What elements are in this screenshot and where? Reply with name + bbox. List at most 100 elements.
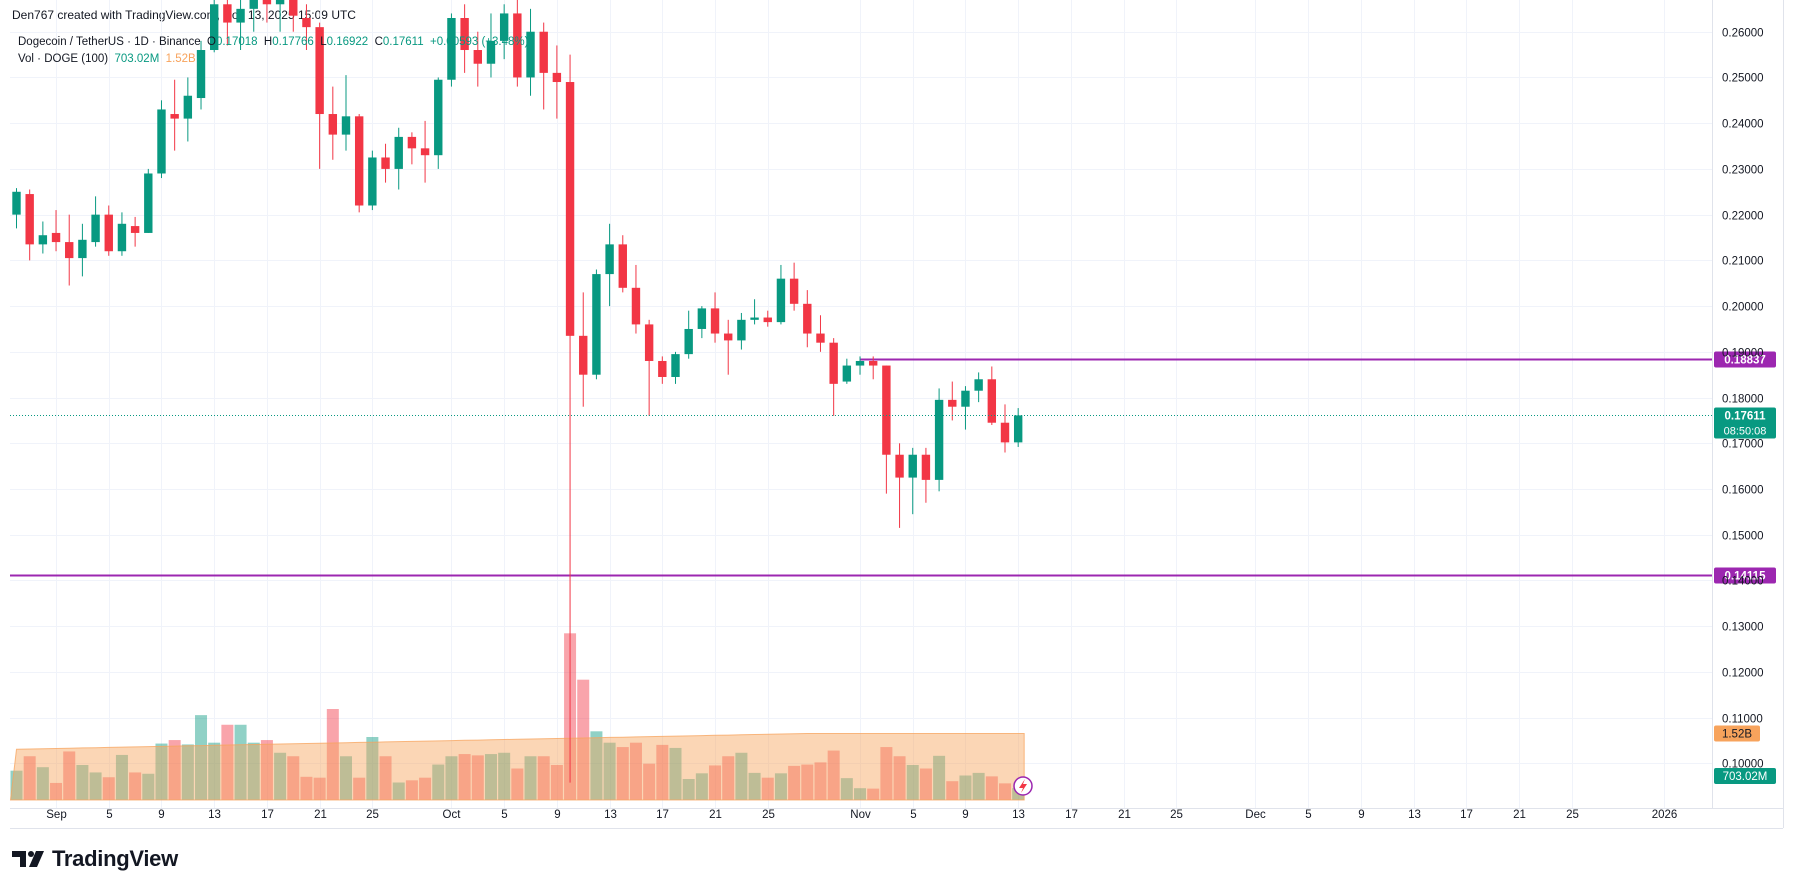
y-tick-label: 0.15000: [1722, 531, 1764, 543]
candle-body: [842, 365, 852, 382]
candle-body: [921, 454, 931, 480]
x-tick-label: 13: [208, 809, 221, 821]
tradingview-logo-icon: [12, 851, 44, 867]
close-value: 0.17611: [382, 36, 424, 48]
volume-bar: [498, 752, 511, 800]
open-value: 0.17018: [215, 36, 258, 48]
x-tick-label: 5: [910, 809, 916, 821]
volume-bar: [919, 768, 932, 800]
level-price-label: 0.18837: [1724, 355, 1766, 367]
tradingview-logo-text: TradingView: [52, 846, 178, 871]
candle-body: [130, 226, 140, 233]
candle-body: [38, 235, 48, 245]
volume-bar: [260, 740, 273, 800]
y-tick-label: 0.17000: [1722, 439, 1764, 451]
attribution-text: Den767 created with TradingView.com, Nov…: [12, 8, 356, 22]
volume-ma-line: [9, 733, 1025, 801]
price-axis[interactable]: 0.26000 0.25000 0.24000 0.23000 0.22000 0.210…: [1712, 0, 1784, 828]
volume-bar: [748, 772, 761, 800]
y-tick-label: 0.11000: [1722, 714, 1763, 726]
candles[interactable]: [12, 0, 1023, 783]
volume-bar: [221, 724, 234, 800]
low-value: 0.16922: [326, 36, 369, 48]
attribution-bar: Den767 created with TradingView.com, Nov…: [0, 0, 1793, 28]
candle-body: [262, 0, 272, 5]
volume-ma-label: 1.52B: [1722, 729, 1752, 741]
candle-body: [183, 95, 193, 119]
volume-bar: [366, 737, 379, 800]
level-price-label: 0.14115: [1725, 571, 1767, 583]
volume-bar: [880, 747, 893, 800]
symbol-name[interactable]: Dogecoin / TetherUS · 1D · Binance: [18, 36, 201, 48]
candle-body: [315, 27, 324, 115]
volume-value: 703.02M: [114, 53, 160, 65]
candle-body: [763, 317, 772, 323]
volume-bar: [36, 767, 49, 800]
y-tick-label: 0.12000: [1722, 668, 1764, 680]
volume-bar: [524, 756, 537, 800]
candle-body: [565, 82, 575, 336]
horizontal-levels[interactable]: 0.18837 0.14115: [10, 351, 1776, 584]
volume-ma-tag: [1714, 725, 1760, 742]
volume-bar: [458, 754, 471, 800]
volume-bar: [959, 775, 972, 800]
candle-body: [631, 287, 641, 325]
candle-body: [210, 4, 219, 51]
candle-body: [776, 278, 786, 323]
x-tick-label: 17: [261, 809, 274, 821]
x-tick-label: 9: [962, 809, 968, 821]
candle-body: [275, 0, 285, 5]
volume-bar: [788, 765, 801, 800]
candle-body: [1000, 422, 1010, 443]
volume-bar: [682, 779, 695, 800]
level-price-tag: [1714, 351, 1776, 368]
volume-bar: [840, 778, 853, 800]
volume-bar: [392, 782, 405, 800]
countdown-label: 08:50:08: [1724, 426, 1767, 438]
x-tick-label: Sep: [46, 809, 66, 821]
volume-bar: [471, 755, 484, 800]
volume-bar: [629, 742, 642, 800]
x-tick-label: 21: [1513, 809, 1526, 821]
volume-bar: [287, 756, 300, 800]
volume-bar: [669, 747, 682, 800]
time-axis[interactable]: Sep 5 9 13 17 21 25 Oct 5 9 13 17 21 25 Nov 5 9 13 17 21 25 D…: [10, 808, 1783, 829]
x-tick-label: 2026: [1652, 809, 1678, 821]
volume-bar: [603, 742, 616, 800]
candle-body: [341, 116, 351, 135]
volume-bar: [867, 788, 880, 800]
volume-bar: [76, 765, 89, 800]
y-tick-label: 0.22000: [1722, 211, 1764, 223]
x-tick-label: 17: [656, 809, 669, 821]
candle-body: [644, 324, 654, 361]
tradingview-logo[interactable]: TradingView: [12, 846, 178, 872]
x-tick-label: 25: [1170, 809, 1183, 821]
x-tick-label: 9: [1358, 809, 1364, 821]
candle-body: [460, 18, 469, 51]
x-tick-label: 25: [366, 809, 379, 821]
volume-legend[interactable]: Vol · DOGE (100) 703.02M 1.52B: [18, 53, 196, 65]
volume-bar: [722, 756, 735, 800]
y-tick-label: 0.20000: [1722, 302, 1764, 314]
volume-bar: [63, 751, 76, 800]
candle-body: [855, 360, 865, 366]
candle-body: [157, 109, 166, 174]
x-tick-label: 17: [1065, 809, 1078, 821]
y-tick-label: 0.23000: [1722, 165, 1764, 177]
last-price-tag: [1714, 407, 1776, 439]
candle-body: [737, 319, 746, 341]
candlestick-chart[interactable]: 0.18837 0.14115 0.26000 0.25000 0.24000 0.23…: [0, 0, 1793, 840]
candle-body: [447, 18, 456, 80]
candle-body: [539, 31, 548, 73]
x-tick-label: Oct: [443, 809, 462, 821]
lightning-icon[interactable]: [1013, 776, 1033, 796]
volume-bar: [906, 765, 919, 800]
symbol-legend[interactable]: Dogecoin / TetherUS · 1D · Binance O0.17…: [18, 36, 528, 48]
volume-label[interactable]: Vol · DOGE (100): [18, 53, 109, 65]
grid-lines: [10, 0, 1712, 808]
candle-body: [592, 274, 601, 375]
candle-body: [658, 360, 667, 377]
volume-ma-area: [9, 733, 1025, 801]
y-tick-label: 0.13000: [1722, 622, 1764, 634]
y-tick-label: 0.25000: [1722, 73, 1764, 85]
